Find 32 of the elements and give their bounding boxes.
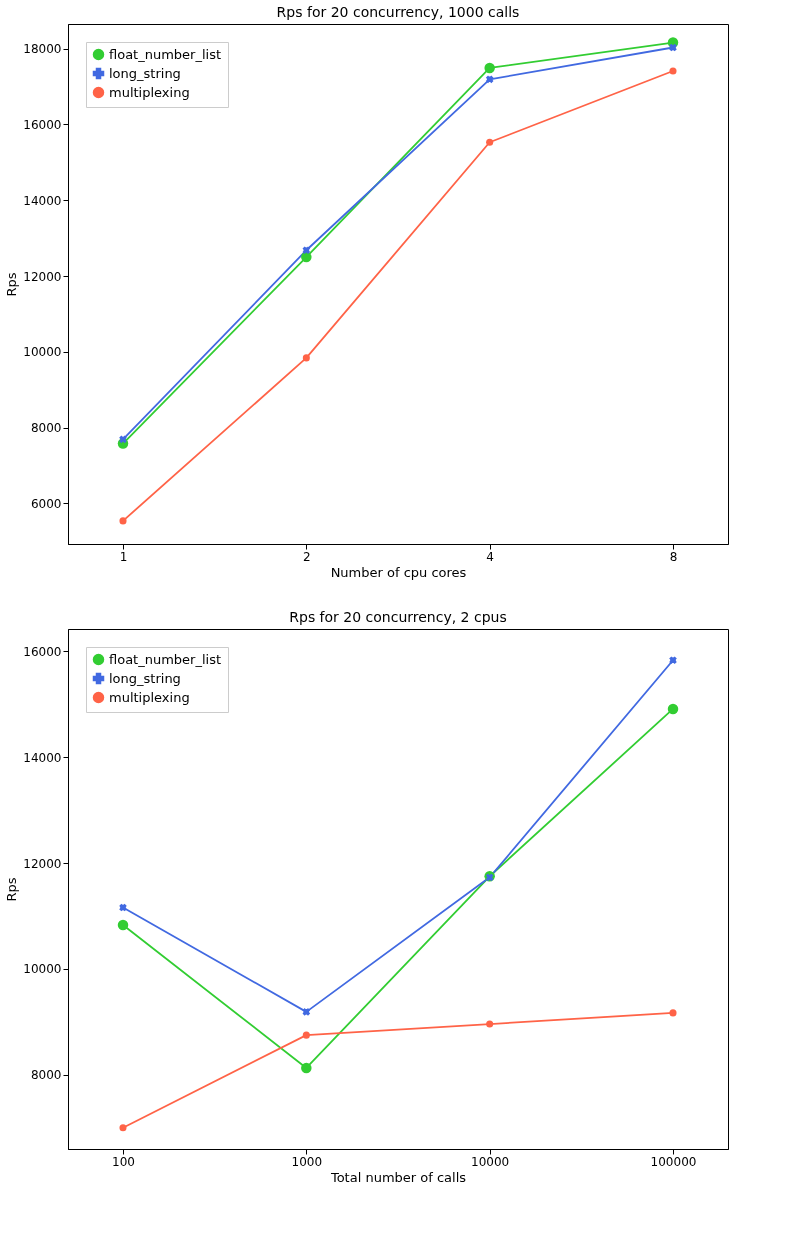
- y-axis-title: Rps: [4, 877, 20, 902]
- legend-label: multiplexing: [109, 84, 190, 100]
- y-tick-label: 8000: [30, 1068, 62, 1083]
- y-tick-label: 16000: [23, 644, 62, 659]
- x-tick-label: 10000: [471, 1154, 510, 1169]
- x-tick-label: 100000: [650, 1154, 697, 1169]
- y-tick-label: 6000: [30, 496, 62, 511]
- y-tick-label: 14000: [23, 750, 62, 765]
- y-tick-label: 18000: [23, 42, 62, 57]
- y-tick-label: 8000: [30, 421, 62, 436]
- x-tick-label: 2: [303, 549, 311, 564]
- chart-title: Rps for 20 concurrency, 2 cpus: [289, 609, 507, 625]
- y-tick-label: 10000: [23, 345, 62, 360]
- x-tick-label: 100: [112, 1154, 135, 1169]
- y-axis-title: Rps: [4, 272, 20, 297]
- x-tick-label: 4: [486, 549, 494, 564]
- chart-title: Rps for 20 concurrency, 1000 calls: [276, 4, 520, 20]
- x-tick-label: 1000: [291, 1154, 323, 1169]
- legend-label: float_number_list: [109, 651, 222, 667]
- legend-label: long_string: [109, 65, 181, 81]
- y-tick-label: 14000: [23, 193, 62, 208]
- legend-label: multiplexing: [109, 689, 190, 705]
- x-axis-title: Total number of calls: [329, 1169, 467, 1185]
- legend-label: long_string: [109, 670, 181, 686]
- y-tick-label: 10000: [23, 962, 62, 977]
- y-tick-label: 12000: [23, 269, 62, 284]
- x-axis-title: Number of cpu cores: [330, 564, 467, 580]
- y-tick-label: 12000: [23, 856, 62, 871]
- legend-label: float_number_list: [109, 46, 222, 62]
- x-tick-label: 8: [669, 549, 678, 564]
- y-tick-label: 16000: [23, 117, 62, 132]
- x-tick-label: 1: [119, 549, 128, 564]
